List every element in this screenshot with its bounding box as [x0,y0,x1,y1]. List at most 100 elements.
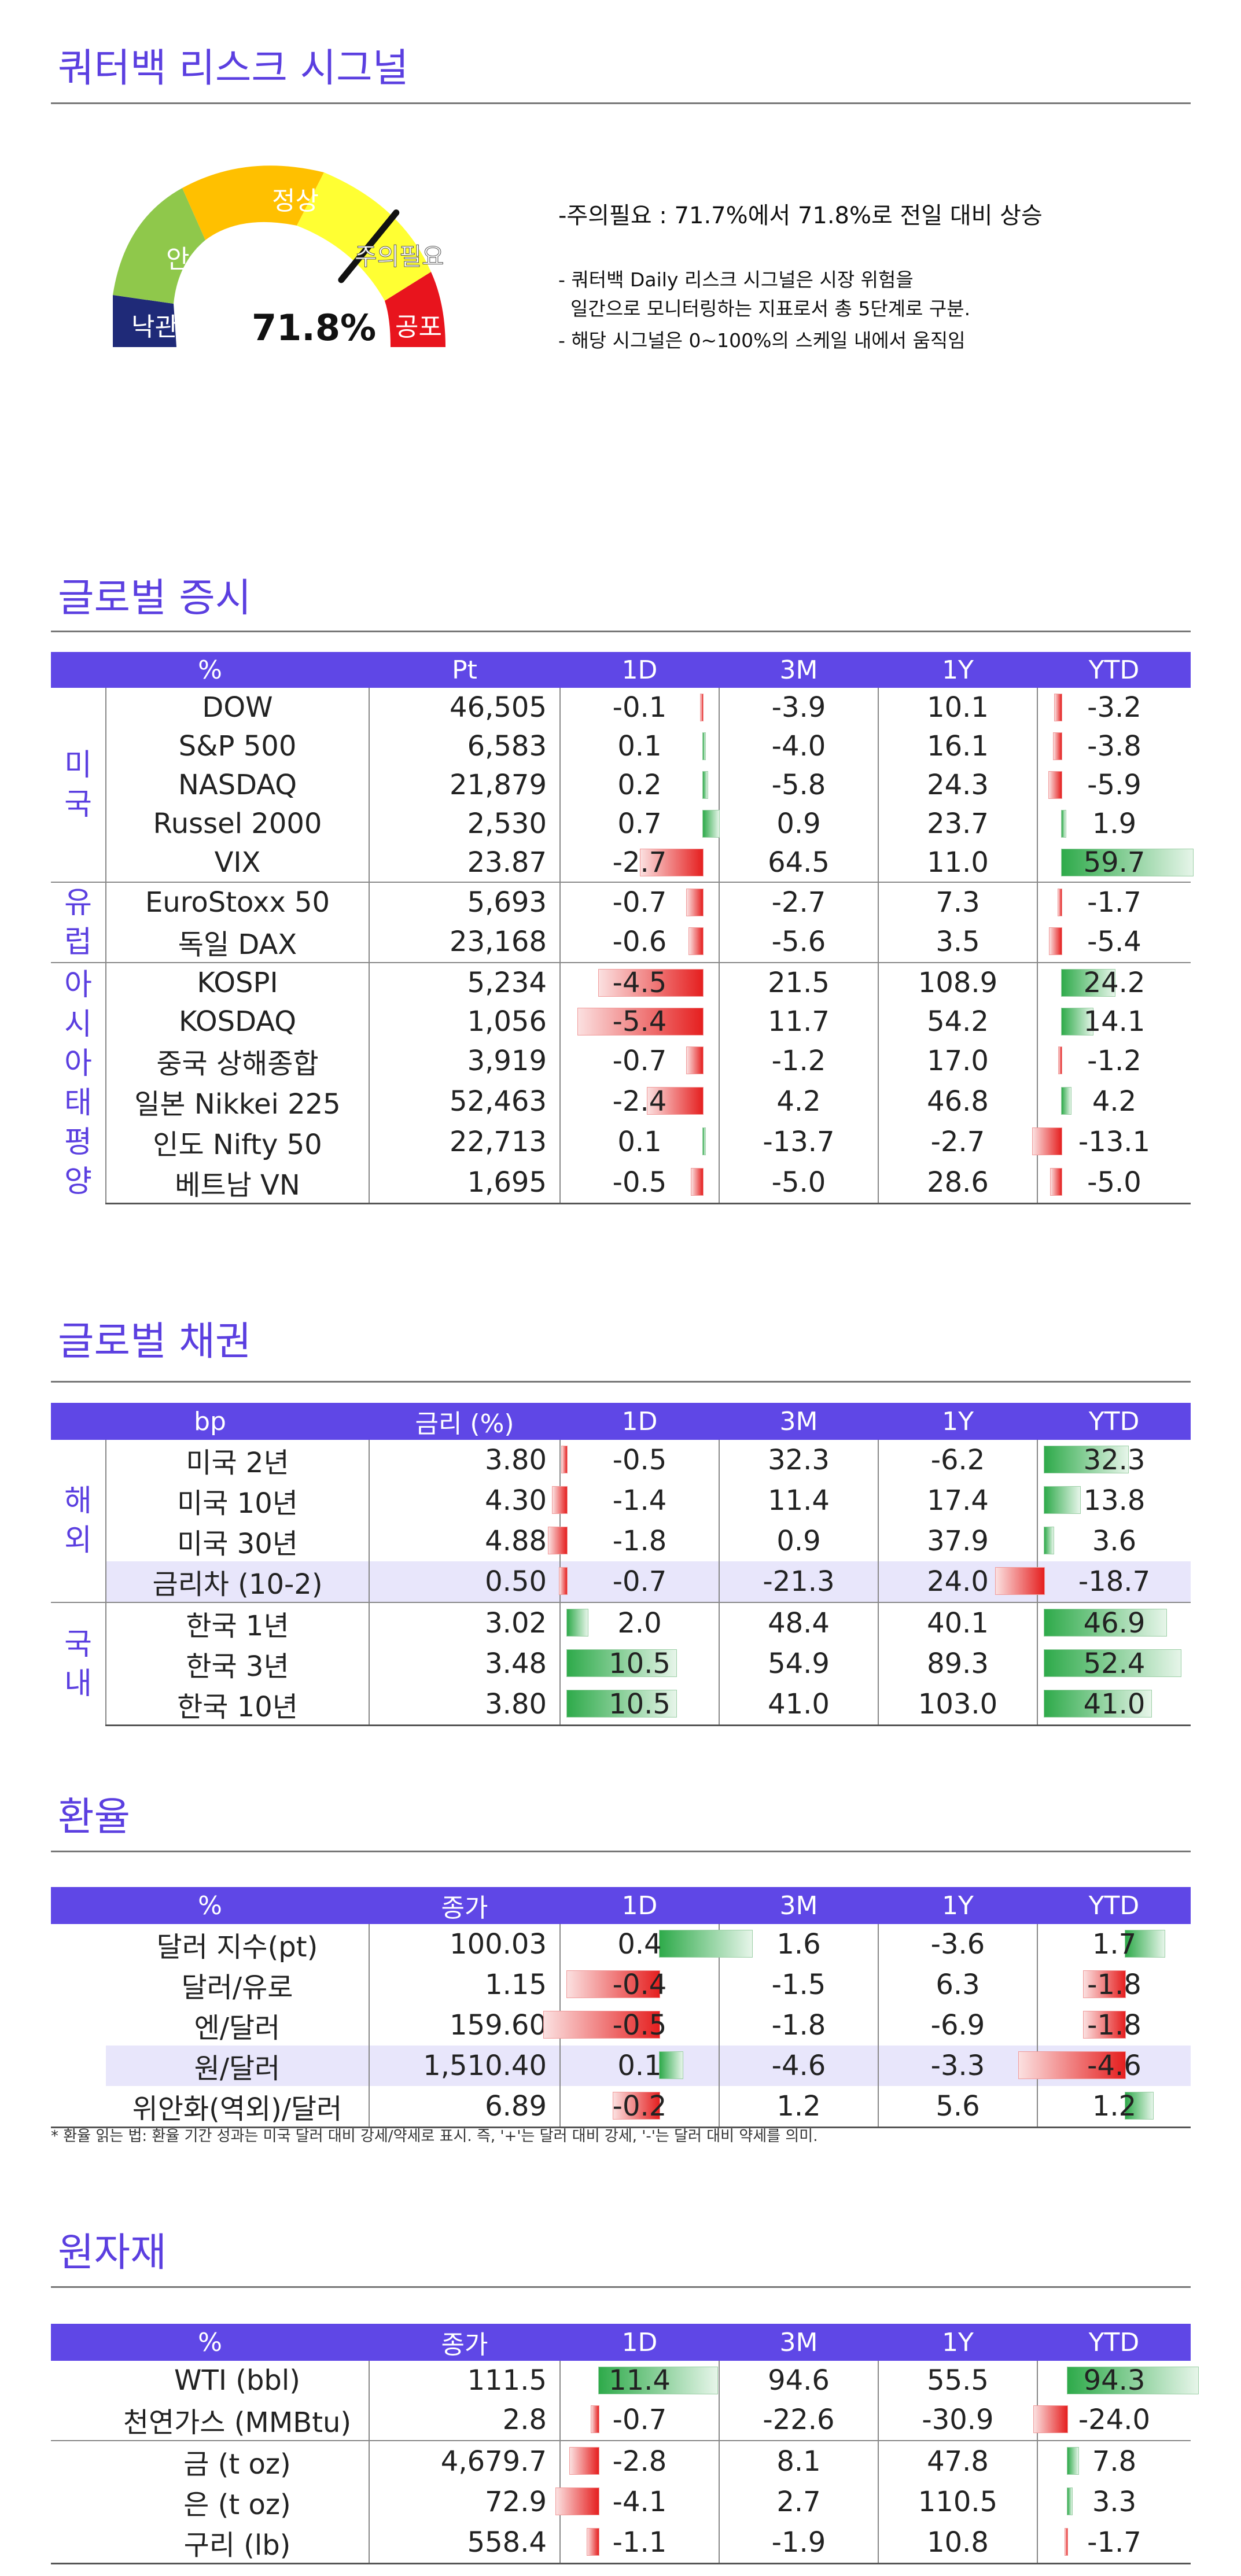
row-1d-bar [566,1690,677,1718]
row-1d-value: 0.2 [617,768,662,801]
row-1d: -1.4 [551,1480,720,1521]
row-spacer [51,1924,106,1965]
group-label: 미국 [51,688,106,882]
table-row: 미국 30년 4.88 -1.8 0.9 37.9 3.6 [51,1521,1191,1561]
row-ytd: -5.4 [1037,922,1191,963]
table-row: 금 (t oz) 4,679.7 -2.8 8.1 47.8 7.8 [51,2440,1191,2482]
row-ytd-bar [1067,2487,1073,2515]
row-ytd-value: -1.2 [1087,1045,1141,1077]
row-1y: 3.5 [878,922,1038,963]
row-1y: -6.2 [878,1440,1039,1480]
gauge-zone-4 [297,172,431,301]
row-1d-value: 0.7 [617,807,662,840]
table-row: 엔/달러 159.60 -0.5 -1.8 -6.9 -1.8 [51,2005,1191,2046]
row-1y: 28.6 [878,1162,1038,1204]
row-1y-value: -6.9 [930,2009,985,2041]
header-1y: 1Y [878,1403,1038,1440]
table-row: VIX 23.87 -2.7 64.5 11.0 59.7 [51,843,1194,882]
row-1d-bar [555,2487,599,2515]
header-ytd: YTD [1037,652,1191,688]
row-level: 6,583 [369,727,561,765]
row-1y-value: -3.6 [930,1928,985,1960]
row-ytd-value: -3.8 [1087,729,1141,762]
equity-title: 글로벌 증시 [58,576,252,621]
row-1d: -4.5 [560,962,720,1002]
header-level: Pt [369,652,560,688]
header-unit: % [51,1887,369,1924]
row-spacer [51,2046,106,2086]
row-ytd-value: -1.8 [1087,1969,1141,2001]
row-name: 중국 상해종합 [106,1041,370,1081]
table-row: 미국 DOW 46,505 -0.1 -3.9 10.1 -3.2 [51,688,1191,882]
row-1y: 17.4 [878,1480,1039,1521]
row-level: 3.80 [369,1684,561,1726]
row-3m-value: 48.4 [768,1607,830,1639]
row-1d-bar [551,1486,568,1514]
signal-title: 쿼터백 리스크 시그널 [58,46,409,91]
row-ytd-value: 3.6 [1092,1525,1137,1557]
row-1y-value: 54.2 [927,1005,989,1038]
row-3m-value: -3.9 [771,691,826,724]
row-name: 달러 지수(pt) [106,1924,370,1965]
row-spacer [51,2522,106,2564]
row-1y-value: 28.6 [927,1166,989,1199]
row-ytd-bar [1044,1486,1081,1514]
row-ytd-value: -24.0 [1078,2404,1151,2436]
row-ytd: 14.1 [1037,1002,1191,1041]
row-ytd-value: 46.9 [1083,1607,1146,1639]
row-3m-value: 11.7 [768,1005,830,1038]
row-level: 4.30 [369,1480,561,1521]
row-level: 0.50 [369,1561,561,1602]
row-ytd: -1.8 [1037,1965,1191,2005]
table-row: 한국 3년 3.48 10.5 54.9 89.3 52.4 [51,1643,1191,1684]
row-ytd-value: -1.7 [1087,2526,1141,2559]
row-name: VIX [106,843,370,882]
row-3m: 11.7 [719,1002,879,1041]
row-ytd-value: 24.2 [1083,966,1146,999]
row-ytd: -1.7 [1037,882,1191,922]
row-3m-value: -22.6 [763,2404,835,2436]
row-1d-value: 11.4 [609,2364,671,2397]
row-ytd-bar [1061,810,1067,838]
row-1d: 0.2 [560,765,720,804]
row-ytd-bar [1064,2528,1068,2556]
row-ytd-value: 59.7 [1083,846,1146,879]
table-row: 인도 Nifty 50 22,713 0.1 -13.7 -2.7 -13.1 [51,1122,1191,1162]
row-ytd: 41.0 [1037,1684,1191,1726]
row-1d: -0.7 [560,2400,720,2441]
header-level: 종가 [369,2324,560,2361]
row-3m-value: 41.0 [768,1688,830,1720]
header-row: % 종가 1D 3M 1Y YTD [51,1887,1191,1924]
row-level: 558.4 [369,2522,561,2564]
row-1y-value: 10.1 [927,691,989,724]
row-1d-bar [702,732,706,760]
row-1d-value: -0.7 [612,886,667,919]
row-name: EuroStoxx 50 [106,882,370,922]
group-label: 유럽 [51,882,106,963]
gauge-zone-1 [113,295,176,347]
row-1y-value: 47.8 [927,2445,989,2478]
row-1y: 37.9 [878,1521,1039,1561]
row-ytd-bar [1067,2367,1199,2394]
row-3m-value: 4.2 [776,1085,821,1118]
row-1d-value: -2.8 [612,2445,667,2478]
row-ytd: -5.9 [1037,765,1191,804]
row-ytd: 59.7 [1037,843,1194,882]
row-1y: 17.0 [878,1041,1038,1081]
row-ytd: -18.7 [995,1561,1191,1602]
row-3m-value: 54.9 [768,1648,830,1680]
group-label-text: 미국 [64,747,92,822]
row-1d-value: -4.1 [612,2486,667,2518]
row-3m: 0.9 [719,1521,879,1561]
row-3m-value: 0.9 [776,807,821,840]
row-3m: 11.4 [719,1480,879,1521]
row-1y-value: 46.8 [927,1085,989,1118]
row-3m-value: -4.0 [771,729,826,762]
row-3m: 48.4 [719,1602,879,1643]
header-unit: % [51,2324,369,2361]
row-1y-value: 37.9 [927,1525,989,1557]
row-name: S&P 500 [106,727,370,765]
row-3m: 21.5 [719,962,879,1002]
row-1y: -30.9 [878,2400,1038,2441]
row-ytd: 94.3 [1037,2361,1199,2400]
